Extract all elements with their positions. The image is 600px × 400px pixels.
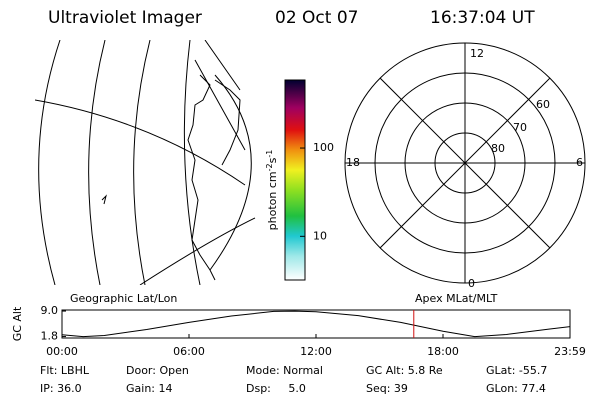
y-tick-label: 1.8 [41, 330, 59, 343]
polar-plot [344, 42, 586, 284]
status-field: GC Alt: 5.8 Re [366, 364, 443, 377]
y-tick-label: 9.0 [41, 304, 59, 317]
alt-ylabel: GC Alt [11, 306, 24, 341]
mlt-label: 12 [470, 47, 484, 60]
time: 16:37:04 UT [430, 8, 535, 28]
status-field: Dsp: 5.0 [246, 382, 306, 395]
status-field: Flt: LBHL [40, 364, 90, 377]
status-field: GLon: 77.4 [486, 382, 546, 395]
colorbar-tick-label: 100 [313, 141, 334, 154]
lat-label: 80 [491, 142, 505, 155]
mlt-label: 6 [576, 156, 583, 169]
x-tick-label: 06:00 [173, 345, 205, 358]
map [35, 40, 256, 285]
x-tick-label: 00:00 [46, 345, 78, 358]
mlt-label: 18 [346, 156, 360, 169]
instrument: Ultraviolet Imager [48, 8, 202, 28]
status-field: Door: Open [126, 364, 189, 377]
alt-left-title: Geographic Lat/Lon [70, 292, 177, 305]
colorbar-label: photon cm-2s-1 [265, 150, 280, 231]
x-tick-label: 18:00 [427, 345, 459, 358]
x-tick-label: 23:59 [554, 345, 586, 358]
colorbar-tick-label: 10 [313, 229, 327, 242]
alt-right-title: Apex MLat/MLT [415, 292, 498, 305]
lat-label: 70 [513, 121, 527, 134]
status-field: Seq: 39 [366, 382, 408, 395]
status-field: IP: 36.0 [40, 382, 82, 395]
mlt-label: 0 [468, 277, 475, 290]
colorbar [284, 79, 306, 281]
status-field: Gain: 14 [126, 382, 173, 395]
lat-label: 60 [536, 98, 550, 111]
status-field: GLat: -55.7 [486, 364, 547, 377]
x-tick-label: 12:00 [300, 345, 332, 358]
status-field: Mode: Normal [246, 364, 323, 377]
date: 02 Oct 07 [275, 8, 358, 28]
altitude-line [61, 310, 571, 338]
alt-frame [61, 309, 571, 339]
